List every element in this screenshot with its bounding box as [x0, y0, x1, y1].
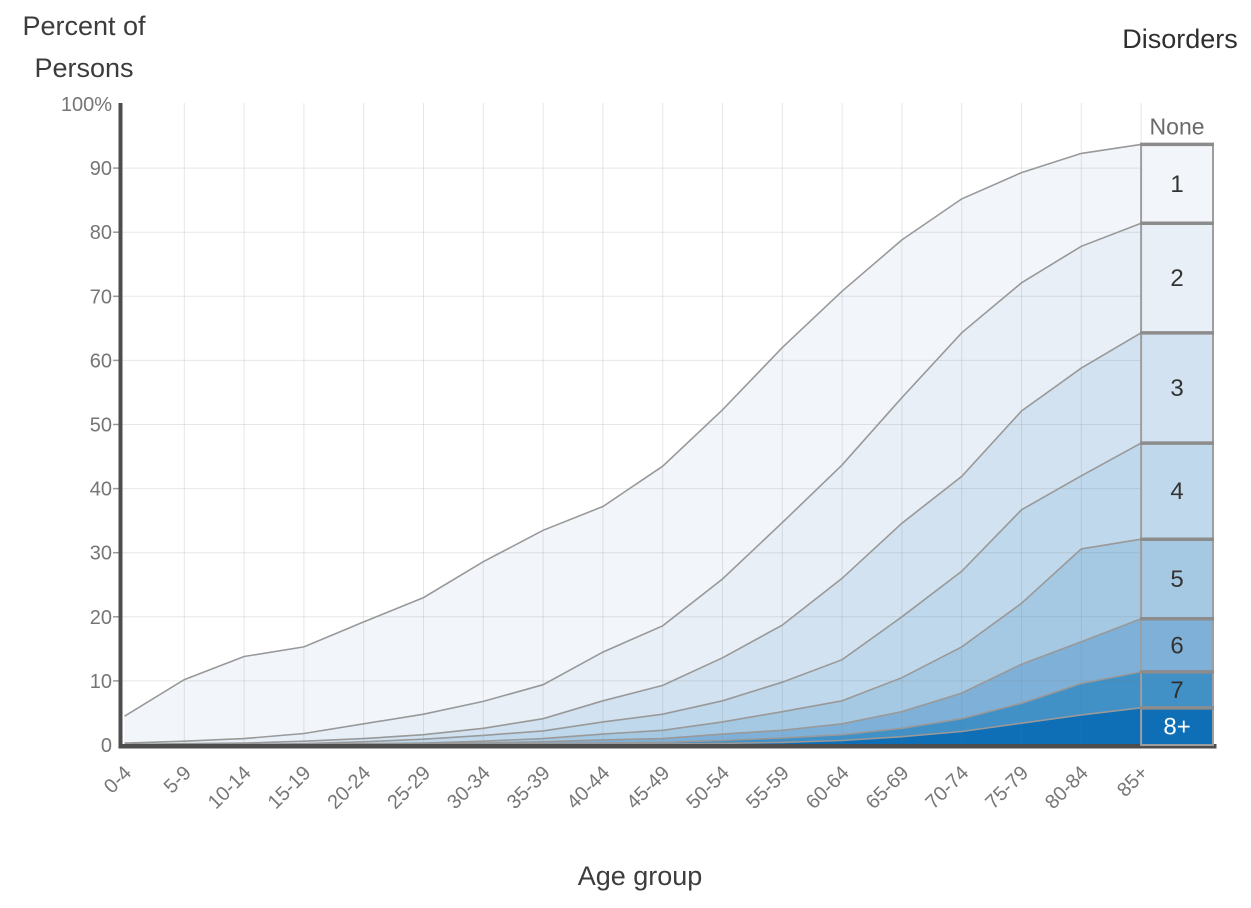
legend-none-label: None — [1150, 113, 1205, 139]
x-tick-label: 15-19 — [264, 762, 316, 814]
cumulative-line-3 — [124, 332, 1142, 746]
x-tick-label: 70-74 — [922, 762, 974, 814]
legend-box-1 — [1140, 143, 1214, 225]
legend-box-8+ — [1140, 706, 1214, 747]
area-band-4 — [124, 443, 1142, 745]
x-tick-label: 45-49 — [623, 762, 675, 814]
x-tick-label: 25-29 — [383, 762, 435, 814]
area-band-8+ — [124, 707, 1142, 745]
x-tick-label: 0-4 — [100, 762, 136, 798]
legend-box-7 — [1140, 670, 1214, 709]
x-tick-label: 55-59 — [742, 762, 794, 814]
legend-box-label: 8+ — [1163, 713, 1190, 740]
legend-box-4 — [1140, 442, 1214, 541]
x-tick-label: 80-84 — [1041, 762, 1093, 814]
x-tick-label: 20-24 — [324, 762, 376, 814]
legend-box-label: 3 — [1170, 375, 1183, 402]
y-axis-title: Percent of Persons — [22, 11, 146, 83]
legend-box-label: 6 — [1170, 632, 1183, 659]
y-tick-label: 10 — [90, 671, 112, 693]
y-axis-line — [118, 103, 123, 748]
legend-box-label: 1 — [1170, 171, 1183, 198]
y-tick-label: 30 — [90, 543, 112, 565]
y-tick-label: 60 — [90, 350, 112, 372]
y-tick-label: 100% — [61, 94, 112, 116]
x-tick-label: 60-64 — [802, 762, 854, 814]
legend-box-label: 4 — [1170, 478, 1183, 505]
x-tick-label: 75-79 — [981, 762, 1033, 814]
legend-box-label: 7 — [1170, 677, 1183, 704]
cumulative-line-1 — [124, 143, 1142, 717]
x-tick-label: 65-69 — [862, 762, 914, 814]
y-tick-label: 50 — [90, 415, 112, 437]
x-axis-line — [118, 744, 1217, 749]
x-axis-title: Age group — [577, 861, 703, 891]
x-tick-label: 40-44 — [563, 762, 615, 814]
x-tick-label: 50-54 — [682, 762, 734, 814]
x-tick-label: 30-34 — [443, 762, 495, 814]
y-tick-label: 0 — [101, 735, 112, 757]
legend-title: Disorders — [1122, 24, 1238, 54]
cumulative-line-2 — [124, 222, 1142, 744]
x-tick-label: 5-9 — [160, 762, 196, 798]
y-tick-label: 90 — [90, 158, 112, 180]
legend-box-3 — [1140, 331, 1214, 445]
y-tick-label: 80 — [90, 222, 112, 244]
x-tick-label: 35-39 — [503, 762, 555, 814]
legend-box-label: 2 — [1170, 265, 1183, 292]
x-tick-label: 85+ — [1113, 762, 1153, 802]
area-band-5 — [124, 539, 1142, 745]
y-tick-label: 20 — [90, 607, 112, 629]
legend-box-label: 5 — [1170, 566, 1183, 593]
x-tick-label: 10-14 — [204, 762, 256, 814]
y-tick-label: 70 — [90, 286, 112, 308]
y-tick-label: 40 — [90, 479, 112, 501]
legend-box-2 — [1140, 222, 1214, 334]
